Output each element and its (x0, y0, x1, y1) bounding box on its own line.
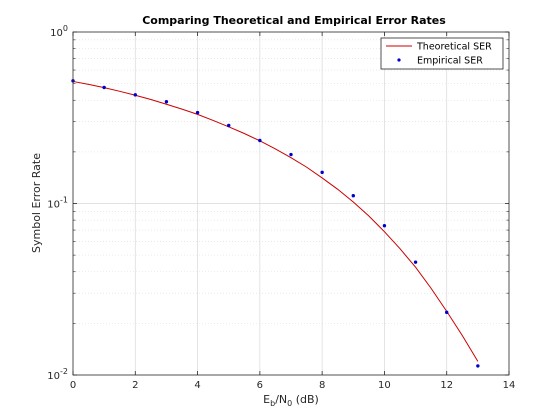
empirical-ser-point (102, 85, 106, 90)
empirical-ser-point (413, 260, 418, 264)
x-tick-label: 0 (70, 380, 76, 391)
empirical-ser-point (382, 224, 387, 228)
empirical-ser-point (164, 100, 169, 104)
x-tick-label: 2 (132, 380, 138, 391)
grid-lines (73, 32, 509, 375)
y-axis-label: Symbol Error Rate (30, 153, 43, 253)
legend-marker-empirical (397, 58, 401, 62)
empirical-ser-point (289, 152, 293, 157)
empirical-ser-point (133, 93, 137, 97)
empirical-ser-point (227, 123, 231, 128)
legend-label-theoretical: Theoretical SER (416, 42, 492, 53)
empirical-ser-point (476, 364, 480, 368)
series-layer (71, 79, 480, 368)
x-tick-label: 6 (257, 380, 263, 391)
x-tick-label: 8 (319, 380, 325, 391)
y-tick-label: 10-1 (47, 196, 68, 211)
tick-labels: 0 2 4 6 8 10 12 14 100 10-1 10-2 (47, 24, 515, 391)
chart-title: Comparing Theoretical and Empirical Erro… (142, 14, 446, 27)
y-tick-label: 100 (50, 24, 68, 39)
x-tick-label: 10 (378, 380, 391, 391)
empirical-ser-point (445, 310, 449, 315)
empirical-ser-point (258, 138, 262, 143)
legend-box (380, 37, 504, 70)
axes-box (72, 31, 510, 376)
x-tick-label: 4 (194, 380, 200, 391)
x-tick-label: 12 (440, 380, 453, 391)
y-tick-label: 10-2 (47, 367, 68, 382)
empirical-ser-point (320, 170, 324, 175)
x-axis-label: Eb/N0 (dB) (263, 393, 319, 408)
empirical-ser-point (351, 194, 355, 198)
legend: Theoretical SER Empirical SER (380, 37, 504, 70)
x-tick-label: 14 (503, 380, 516, 391)
empirical-ser-point (195, 110, 200, 115)
theoretical-ser-line (72, 80, 479, 362)
legend-label-empirical: Empirical SER (417, 56, 483, 67)
